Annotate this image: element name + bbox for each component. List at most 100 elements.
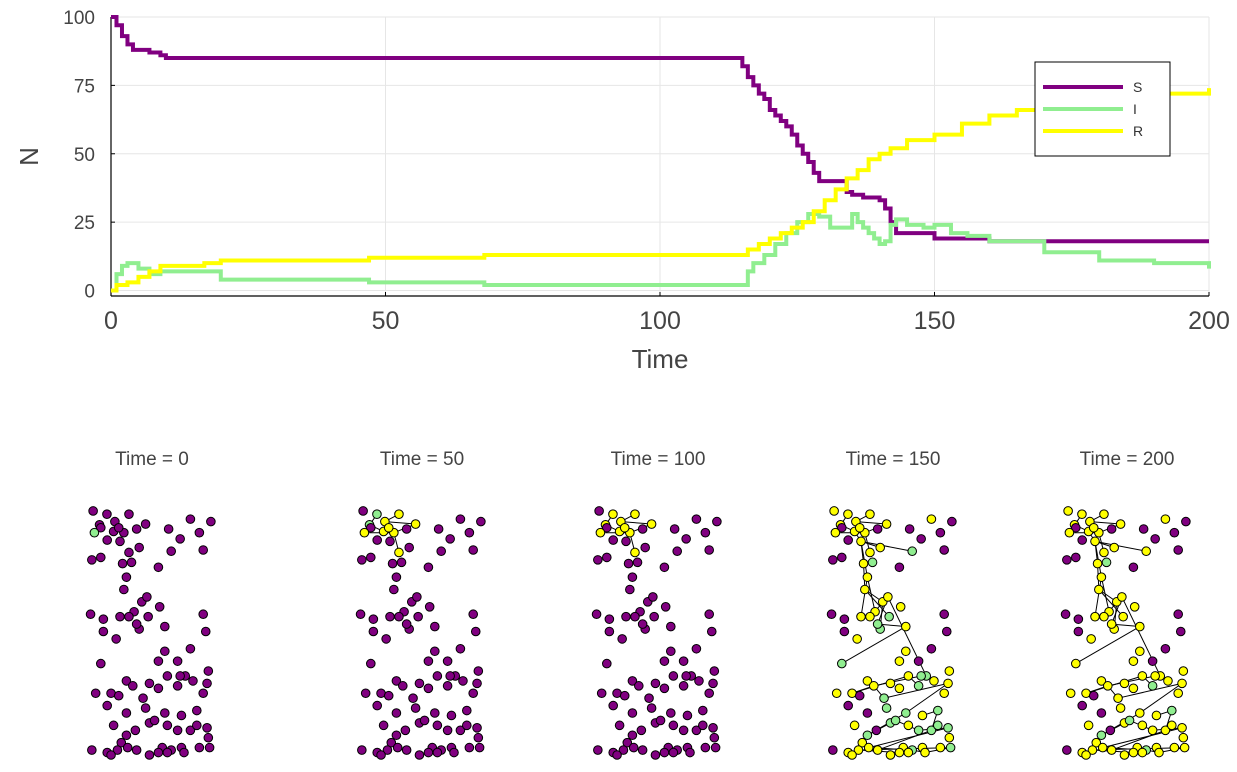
network-node-S: [634, 681, 644, 691]
network-node-S: [430, 621, 440, 632]
network-node-S: [385, 611, 395, 622]
network-node-S: [649, 611, 659, 622]
snapshot-title: Time = 200: [1080, 449, 1175, 470]
network-node-R: [883, 592, 893, 602]
network-node-R: [863, 742, 874, 753]
network-node-S: [472, 723, 482, 733]
network-node-S: [430, 708, 440, 718]
network-node-R: [1160, 514, 1171, 524]
network-node-S: [358, 506, 368, 516]
network-node-R: [872, 745, 883, 755]
y-tick-label: 75: [74, 76, 95, 97]
network-node-S: [124, 611, 134, 622]
network-node-R: [1094, 584, 1104, 595]
network-node-S: [96, 658, 106, 669]
network-node-S: [627, 676, 638, 686]
network-node-R: [630, 547, 640, 558]
network-node-R: [895, 602, 906, 612]
network-node-R: [1119, 750, 1130, 760]
network-node-I: [926, 725, 937, 736]
network-node-S: [117, 558, 128, 569]
network-node-S: [839, 626, 850, 637]
network-node-S: [87, 555, 97, 565]
series-line-R: [111, 88, 1211, 293]
network-node-I: [1167, 705, 1177, 716]
network-node-S: [843, 700, 854, 711]
network-node-S: [108, 720, 119, 731]
network-node-R: [903, 720, 914, 731]
network-node-R: [1065, 688, 1076, 699]
network-node-S: [408, 693, 418, 703]
network-node-S: [617, 634, 627, 644]
network-node-I: [913, 681, 924, 691]
network-node-S: [608, 535, 619, 545]
network-edge: [860, 540, 913, 552]
network-node-S: [119, 584, 129, 595]
network-node-S: [710, 742, 721, 753]
network-node-S: [637, 524, 648, 534]
network-node-R: [903, 747, 914, 758]
network-node-S: [445, 534, 455, 544]
network-snapshot: Time = 100: [591, 449, 722, 760]
network-node-S: [153, 562, 164, 573]
network-node-I: [872, 619, 883, 629]
network-node-R: [1119, 678, 1130, 689]
network-node-S: [678, 656, 689, 666]
network-snapshot: Time = 200: [1060, 449, 1191, 760]
network-node-S: [134, 542, 144, 553]
network-node-S: [445, 671, 455, 681]
network-node-R: [831, 688, 842, 699]
network-node-R: [849, 720, 860, 731]
network-node-S: [85, 609, 96, 620]
network-node-R: [860, 584, 870, 595]
network-node-S: [401, 619, 412, 629]
network-node-S: [632, 557, 643, 568]
network-snapshot: Time = 150: [826, 449, 957, 760]
network-node-S: [698, 720, 708, 731]
network-node-S: [394, 611, 404, 622]
network-node-R: [885, 750, 896, 760]
network-node-S: [712, 516, 722, 527]
network-node-S: [1173, 609, 1183, 620]
network-node-S: [357, 745, 367, 755]
network-node-S: [433, 524, 444, 534]
network-node-S: [630, 611, 640, 622]
network-node-S: [121, 676, 132, 686]
network-node-R: [1160, 725, 1171, 736]
legend-label-R: R: [1133, 123, 1143, 139]
network-node-R: [858, 558, 869, 569]
network-node-S: [939, 545, 950, 555]
x-tick-label: 200: [1188, 307, 1230, 335]
network-node-R: [926, 514, 937, 524]
network-node-S: [694, 676, 704, 686]
network-node-R: [1113, 693, 1123, 703]
network-node-S: [941, 626, 952, 637]
network-node-R: [865, 611, 875, 622]
network-node-S: [666, 646, 676, 657]
network-node-S: [144, 750, 155, 760]
network-node-S: [1147, 656, 1158, 666]
network-node-S: [404, 542, 415, 553]
network-node-S: [102, 700, 112, 711]
network-node-S: [153, 747, 164, 758]
network-snapshot: Time = 0: [85, 449, 216, 760]
network-node-S: [1088, 690, 1099, 701]
network-node-R: [383, 522, 394, 533]
network-node-S: [1073, 626, 1084, 637]
network-node-S: [1073, 614, 1084, 624]
network-node-S: [202, 678, 212, 689]
network-node-S: [140, 519, 151, 529]
network-node-R: [856, 611, 866, 622]
network-edge: [851, 675, 909, 694]
network-node-R: [410, 519, 421, 529]
network-node-S: [468, 609, 479, 620]
network-node-S: [423, 683, 434, 694]
network-node-I: [907, 546, 918, 557]
network-node-S: [432, 747, 443, 758]
network-node-S: [176, 710, 187, 721]
network-node-S: [843, 535, 854, 545]
network-node-R: [1063, 506, 1073, 516]
network-node-S: [602, 658, 612, 669]
network-node-S: [608, 700, 619, 711]
network-node-R: [1135, 646, 1145, 657]
